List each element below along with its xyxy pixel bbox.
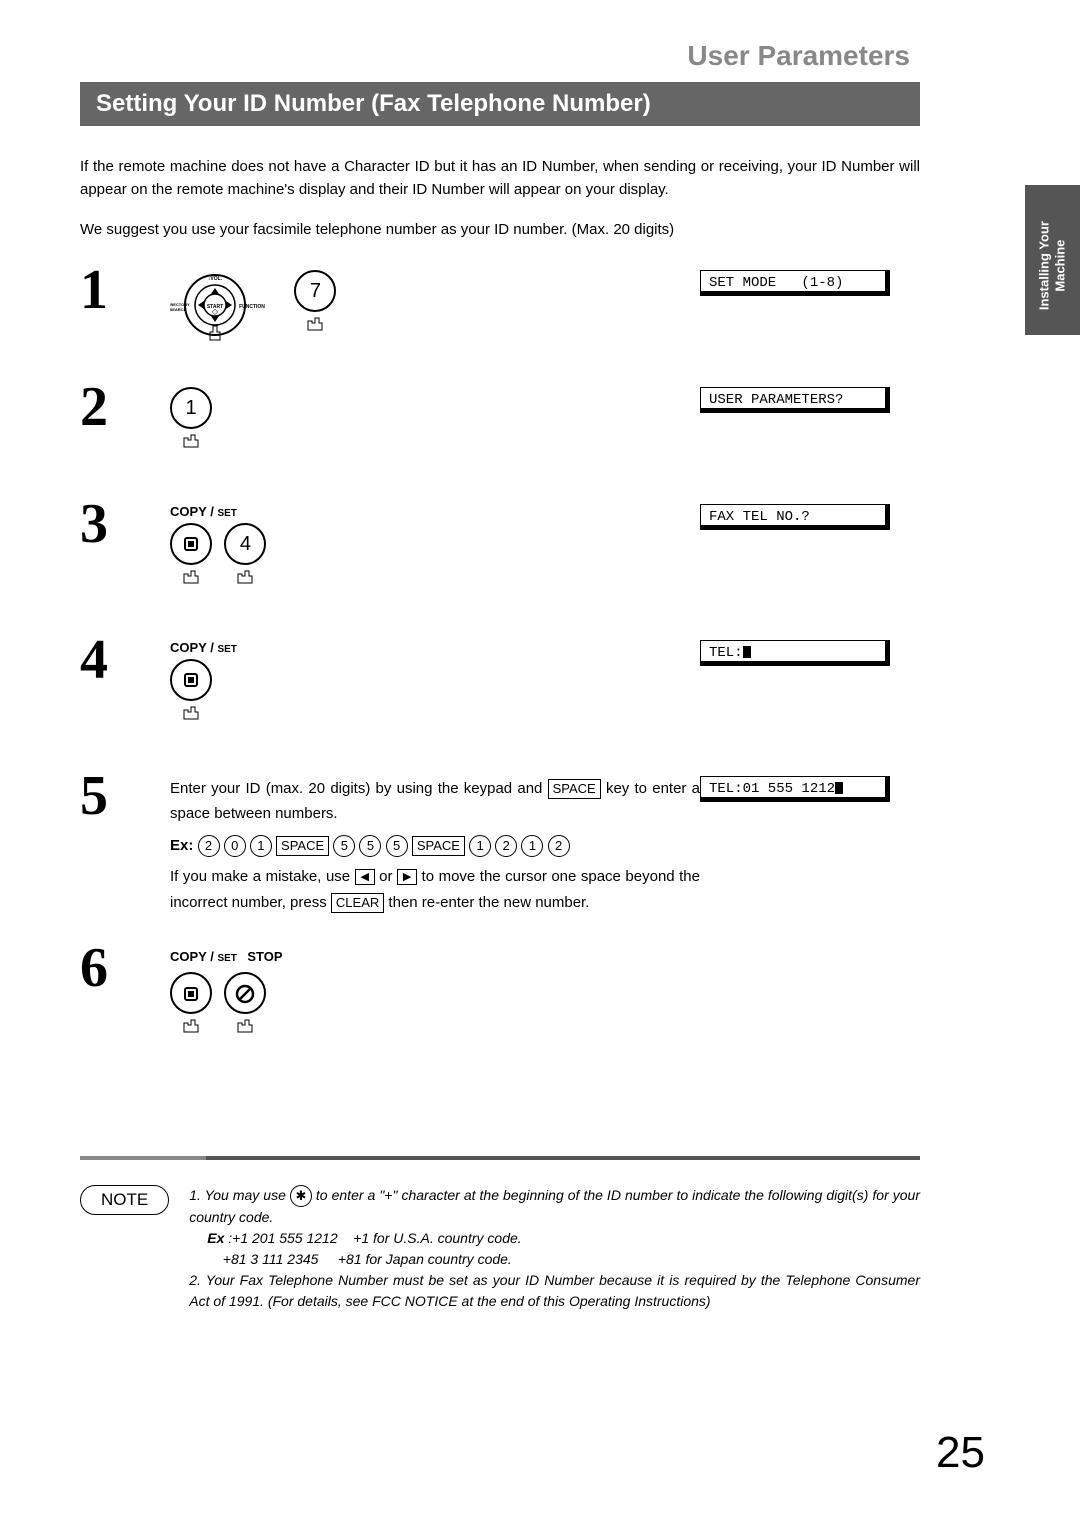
copy-set-button — [170, 972, 212, 1014]
step-6: 6 COPY / SET STOP — [80, 940, 920, 1056]
step-number: 3 — [80, 496, 170, 607]
lcd-display: TEL:01 555 1212 — [700, 776, 890, 802]
clear-key: CLEAR — [331, 893, 384, 913]
section-title-bar: Setting Your ID Number (Fax Telephone Nu… — [80, 82, 920, 126]
sidebar-tab: Installing Your Machine — [1025, 185, 1080, 335]
stop-button — [224, 972, 266, 1014]
note-label: NOTE — [80, 1185, 169, 1215]
page-number: 25 — [936, 1428, 985, 1478]
copy-set-label: COPY / SET — [170, 640, 700, 655]
suggest-paragraph: We suggest you use your facsimile teleph… — [80, 219, 920, 242]
divider — [80, 1156, 920, 1160]
press-hand-icon — [305, 314, 325, 332]
press-hand-icon — [181, 1016, 201, 1034]
svg-text:◇: ◇ — [212, 307, 219, 316]
press-hand-icon — [235, 567, 255, 585]
intro-paragraph: If the remote machine does not have a Ch… — [80, 156, 920, 201]
step5-instructions: Enter your ID (max. 20 digits) by using … — [170, 776, 700, 916]
left-arrow-key: ◀ — [355, 869, 375, 885]
copy-set-label: COPY / SET — [170, 949, 237, 964]
copy-set-button — [170, 659, 212, 701]
lcd-display: SET MODE (1-8) — [700, 270, 890, 296]
step-number: 2 — [80, 379, 170, 471]
stop-label: STOP — [247, 949, 282, 964]
example-sequence: 2 0 1 SPACE 5 5 5 SPACE 1 2 1 2 — [198, 837, 570, 854]
press-hand-icon — [181, 567, 201, 585]
lcd-display: TEL: — [700, 640, 890, 666]
lcd-display: FAX TEL NO.? — [700, 504, 890, 530]
example-label: Ex: — [170, 837, 198, 854]
note-section: NOTE 1. You may use ✱ to enter a "+" cha… — [80, 1185, 920, 1312]
svg-text:SEARCH: SEARCH — [170, 307, 187, 312]
lcd-display: USER PARAMETERS? — [700, 387, 890, 413]
navigation-dial-icon: START ◇ ↕VOL. DIRECTORY SEARCH FUNCTION — [170, 270, 290, 350]
step-1: 1 START ◇ ↕VOL. DIRECTORY SEARCH FUNCTIO… — [80, 262, 920, 354]
step-5: 5 Enter your ID (max. 20 digits) by usin… — [80, 768, 920, 916]
keypad-1-button: 1 — [170, 387, 212, 429]
press-hand-icon — [181, 431, 201, 449]
note-body: 1. You may use ✱ to enter a "+" characte… — [189, 1185, 920, 1312]
cursor-icon — [835, 782, 843, 794]
page-header-title: User Parameters — [80, 40, 920, 72]
space-key: SPACE — [548, 779, 601, 799]
step-3: 3 COPY / SET 4 FA — [80, 496, 920, 607]
step-number: 5 — [80, 768, 170, 916]
star-key-icon: ✱ — [290, 1185, 312, 1207]
sidebar-tab-text: Installing Your Machine — [1036, 191, 1067, 341]
step-2: 2 1 USER PARAMETERS? — [80, 379, 920, 471]
copy-set-button — [170, 523, 212, 565]
keypad-7-button: 7 — [294, 270, 336, 312]
press-hand-icon — [235, 1016, 255, 1034]
copy-set-label: COPY / SET — [170, 504, 700, 519]
cursor-icon — [743, 646, 751, 658]
svg-text:↕VOL.: ↕VOL. — [208, 276, 223, 282]
right-arrow-key: ▶ — [397, 869, 417, 885]
step-4: 4 COPY / SET TEL: — [80, 632, 920, 743]
step-number: 1 — [80, 262, 170, 354]
step-number: 4 — [80, 632, 170, 743]
keypad-4-button: 4 — [224, 523, 266, 565]
svg-text:FUNCTION: FUNCTION — [239, 304, 265, 310]
press-hand-icon — [181, 703, 201, 721]
